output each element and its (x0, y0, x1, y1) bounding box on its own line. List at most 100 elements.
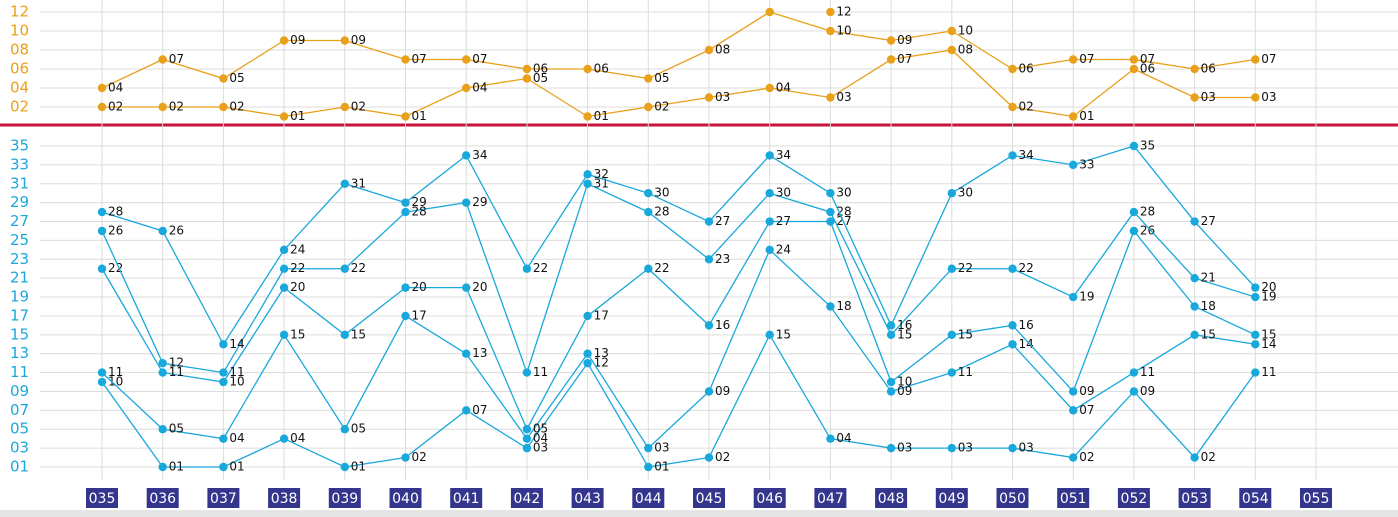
point (1190, 330, 1199, 340)
category-box (1057, 488, 1090, 508)
point (1251, 55, 1260, 64)
y-tick-label: 25 (10, 231, 29, 249)
y-tick-label: 02 (10, 98, 29, 116)
data-label: 16 (715, 318, 730, 332)
data-label: 22 (654, 261, 669, 275)
data-label: 15 (897, 327, 912, 341)
data-label: 05 (654, 71, 669, 85)
point (583, 64, 592, 74)
data-label: 27 (715, 214, 730, 228)
y-tick-label: 09 (10, 382, 29, 400)
data-label: 09 (1140, 384, 1155, 398)
point (401, 112, 410, 121)
point (1190, 93, 1199, 102)
point (947, 443, 956, 453)
data-label: 04 (472, 81, 487, 95)
data-label: 27 (836, 214, 851, 228)
point (826, 302, 835, 311)
point (219, 377, 228, 387)
point (158, 226, 167, 236)
data-label: 16 (1019, 318, 1034, 332)
data-label: 06 (1201, 62, 1216, 76)
data-label: 35 (1140, 139, 1155, 153)
data-label: 34 (1019, 148, 1034, 162)
data-label: 11 (108, 365, 123, 379)
category-box (693, 488, 725, 508)
point (704, 255, 714, 264)
data-label: 07 (472, 52, 487, 66)
category-box (450, 488, 483, 508)
data-label: 05 (351, 422, 366, 436)
point (1129, 387, 1139, 396)
data-label: 30 (958, 186, 973, 200)
category-box (510, 488, 543, 508)
point (765, 217, 774, 226)
data-label: 05 (229, 71, 244, 85)
point (765, 151, 774, 160)
point (1069, 406, 1078, 415)
point (644, 102, 653, 112)
data-label: 09 (1079, 384, 1094, 398)
point (97, 377, 107, 387)
point (340, 102, 349, 112)
point (1251, 93, 1260, 102)
data-label: 07 (1261, 52, 1276, 66)
category-box (935, 488, 968, 508)
data-label: 01 (1079, 109, 1094, 123)
y-tick-label: 01 (10, 458, 29, 476)
data-label: 27 (776, 214, 791, 228)
footer-bar (0, 510, 1398, 517)
data-label: 03 (897, 441, 912, 455)
data-label: 24 (776, 242, 791, 256)
series-line (101, 11, 1256, 89)
category-box (1239, 488, 1272, 508)
data-label: 06 (533, 62, 548, 76)
point (401, 198, 410, 207)
data-label: 15 (958, 327, 973, 341)
data-label: 06 (1140, 62, 1155, 76)
data-label: 04 (290, 431, 305, 445)
data-label: 03 (654, 441, 669, 455)
y-tick-label: 17 (10, 306, 29, 324)
y-tick-label: 29 (10, 193, 29, 211)
x-tick-label: 051 (1060, 491, 1087, 507)
point (886, 387, 896, 396)
point (522, 443, 532, 453)
data-label: 01 (654, 460, 669, 474)
point (1069, 453, 1078, 462)
data-label: 10 (229, 375, 244, 389)
point (765, 189, 774, 198)
data-label: 06 (1019, 62, 1034, 76)
point (583, 112, 592, 121)
point (1008, 264, 1017, 273)
x-tick-label: 040 (392, 491, 419, 507)
series-line (101, 220, 1256, 431)
data-label: 12 (594, 356, 609, 370)
data-label: 02 (412, 450, 427, 464)
point (886, 321, 896, 330)
point (219, 102, 228, 112)
point (704, 93, 714, 102)
point (1008, 340, 1017, 349)
data-label: 33 (1079, 157, 1094, 171)
data-label: 17 (594, 308, 609, 322)
point (522, 434, 532, 443)
point (462, 349, 471, 358)
x-tick-label: 052 (1121, 491, 1148, 507)
point (1129, 368, 1139, 377)
data-label: 28 (108, 205, 123, 219)
data-label: 28 (1140, 205, 1155, 219)
x-tick-label: 053 (1181, 491, 1208, 507)
point (583, 358, 592, 368)
data-label: 04 (533, 431, 548, 445)
point (340, 36, 349, 45)
point (644, 207, 653, 217)
x-tick-label: 048 (878, 491, 905, 507)
data-label: 03 (1019, 441, 1034, 455)
point (97, 368, 107, 377)
y-tick-label: 12 (10, 3, 29, 21)
y-tick-label: 33 (10, 155, 29, 173)
point (219, 462, 228, 472)
data-label: 03 (1261, 90, 1276, 104)
data-label: 11 (533, 365, 548, 379)
